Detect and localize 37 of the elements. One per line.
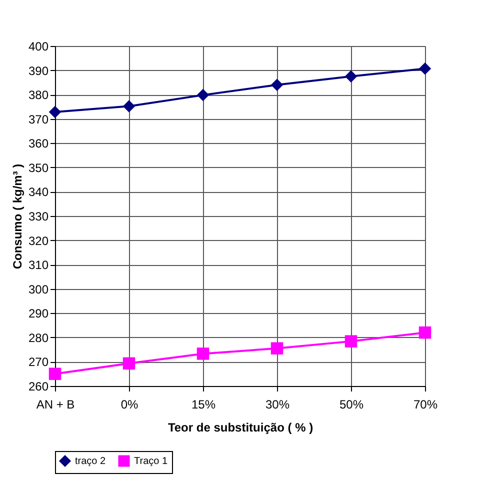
x-axis-title: Teor de substituição ( % ) <box>168 420 314 434</box>
x-tick-label: 15% <box>191 398 216 412</box>
y-tick-label: 340 <box>28 185 49 200</box>
y-tick-label: 390 <box>28 64 49 78</box>
y-tick-label: 320 <box>28 234 49 248</box>
y-tick-label: 280 <box>28 330 49 345</box>
point <box>122 100 136 112</box>
y-tick-label: 300 <box>28 282 49 296</box>
y-tick-label: 360 <box>28 136 49 151</box>
point <box>418 62 432 75</box>
y-tick-label: 260 <box>28 380 49 394</box>
y-tick-label: 270 <box>28 355 49 370</box>
point <box>196 88 210 102</box>
y-tick-label: 350 <box>28 160 49 175</box>
y-tick-label: 370 <box>28 112 49 126</box>
y-tick-label: 290 <box>28 306 49 321</box>
x-tick-label: 0% <box>120 398 138 412</box>
y-axis-title: Consumo ( kg/m³ ) <box>10 164 24 270</box>
point <box>48 368 62 380</box>
x-tick-label: 50% <box>339 398 364 412</box>
y-tick-label: 380 <box>28 88 49 102</box>
y-tick-label: 400 <box>28 40 49 54</box>
y-tick-label: 310 <box>28 258 49 272</box>
point <box>48 106 62 118</box>
x-tick-label: 30% <box>265 398 290 412</box>
point <box>196 348 210 360</box>
x-tick-label: AN + B <box>36 398 75 412</box>
point <box>270 342 284 354</box>
point <box>270 78 284 91</box>
point <box>122 357 136 370</box>
legend-label: traço 2 <box>75 456 106 467</box>
point <box>344 335 358 348</box>
point <box>418 326 432 339</box>
x-tick-label: 70% <box>413 398 438 412</box>
legend-label: Traço 1 <box>134 456 168 467</box>
y-tick-label: 330 <box>28 210 49 224</box>
point <box>344 70 358 82</box>
